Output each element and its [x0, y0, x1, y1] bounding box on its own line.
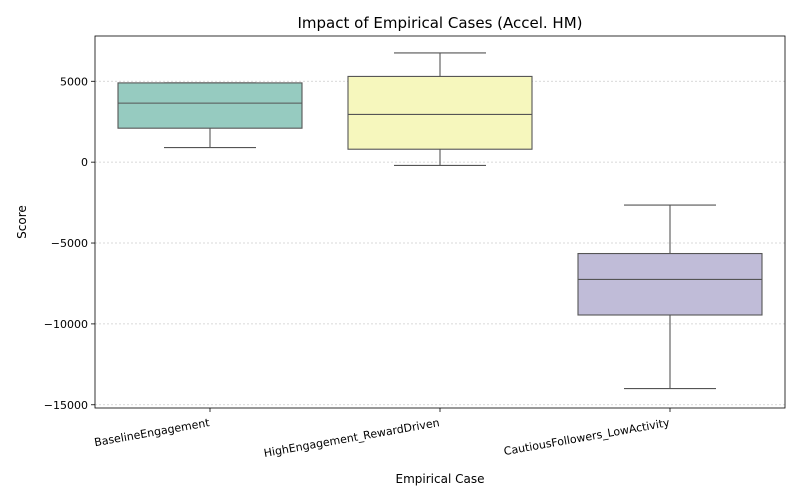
box-iqr: [577, 252, 763, 316]
y-axis-label: Score: [15, 205, 29, 239]
x-tick-label: CautiousFollowers_LowActivity: [503, 416, 671, 458]
y-tick-label: −10000: [44, 318, 88, 331]
y-tick-label: −15000: [44, 399, 88, 412]
y-axis: 5000 0 −5000 −10000 −15000: [44, 75, 95, 412]
chart-title: Impact of Empirical Cases (Accel. HM): [298, 14, 583, 32]
x-axis: BaselineEngagement HighEngagement_RewardD…: [93, 408, 671, 460]
y-tick-label: 5000: [60, 75, 88, 88]
box-1: [117, 82, 303, 149]
box-2: [347, 52, 533, 166]
x-axis-label: Empirical Case: [396, 472, 485, 486]
box-3: [577, 204, 763, 390]
boxes: [117, 52, 763, 390]
box-iqr: [117, 82, 303, 129]
x-tick-label: HighEngagement_RewardDriven: [263, 416, 441, 460]
x-tick-label: BaselineEngagement: [93, 416, 211, 449]
y-tick-label: 0: [81, 156, 88, 169]
y-tick-label: −5000: [51, 237, 88, 250]
box-iqr: [347, 75, 533, 150]
